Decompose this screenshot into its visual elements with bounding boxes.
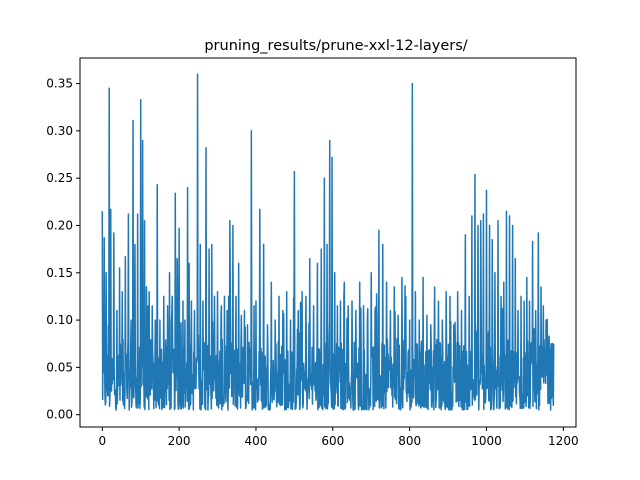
- x-tick-label: 1000: [471, 434, 502, 448]
- y-tick-label: 0.25: [46, 171, 73, 185]
- y-tick-label: 0.10: [46, 313, 73, 327]
- x-tick-label: 400: [245, 434, 268, 448]
- series-line: [101, 73, 555, 411]
- y-tick-label: 0.05: [46, 360, 73, 374]
- y-tick-label: 0.00: [46, 408, 73, 422]
- x-axis: 0 200 400 600 800 1000 1200: [98, 427, 579, 448]
- x-tick-label: 600: [321, 434, 344, 448]
- y-tick-label: 0.20: [46, 218, 73, 232]
- axes-frame: [79, 57, 577, 428]
- x-tick-label: 1200: [548, 434, 579, 448]
- y-tick-label: 0.35: [46, 77, 73, 91]
- plot-area: [101, 73, 555, 411]
- y-tick-label: 0.30: [46, 124, 73, 138]
- chart-title: pruning_results/prune-xxl-12-layers/: [204, 38, 467, 54]
- x-tick-label: 800: [398, 434, 421, 448]
- y-axis: 0.00 0.05 0.10 0.15 0.20 0.25 0.30 0.35: [46, 77, 80, 422]
- y-tick-label: 0.15: [46, 266, 73, 280]
- x-tick-label: 200: [168, 434, 191, 448]
- x-tick-label: 0: [98, 434, 106, 448]
